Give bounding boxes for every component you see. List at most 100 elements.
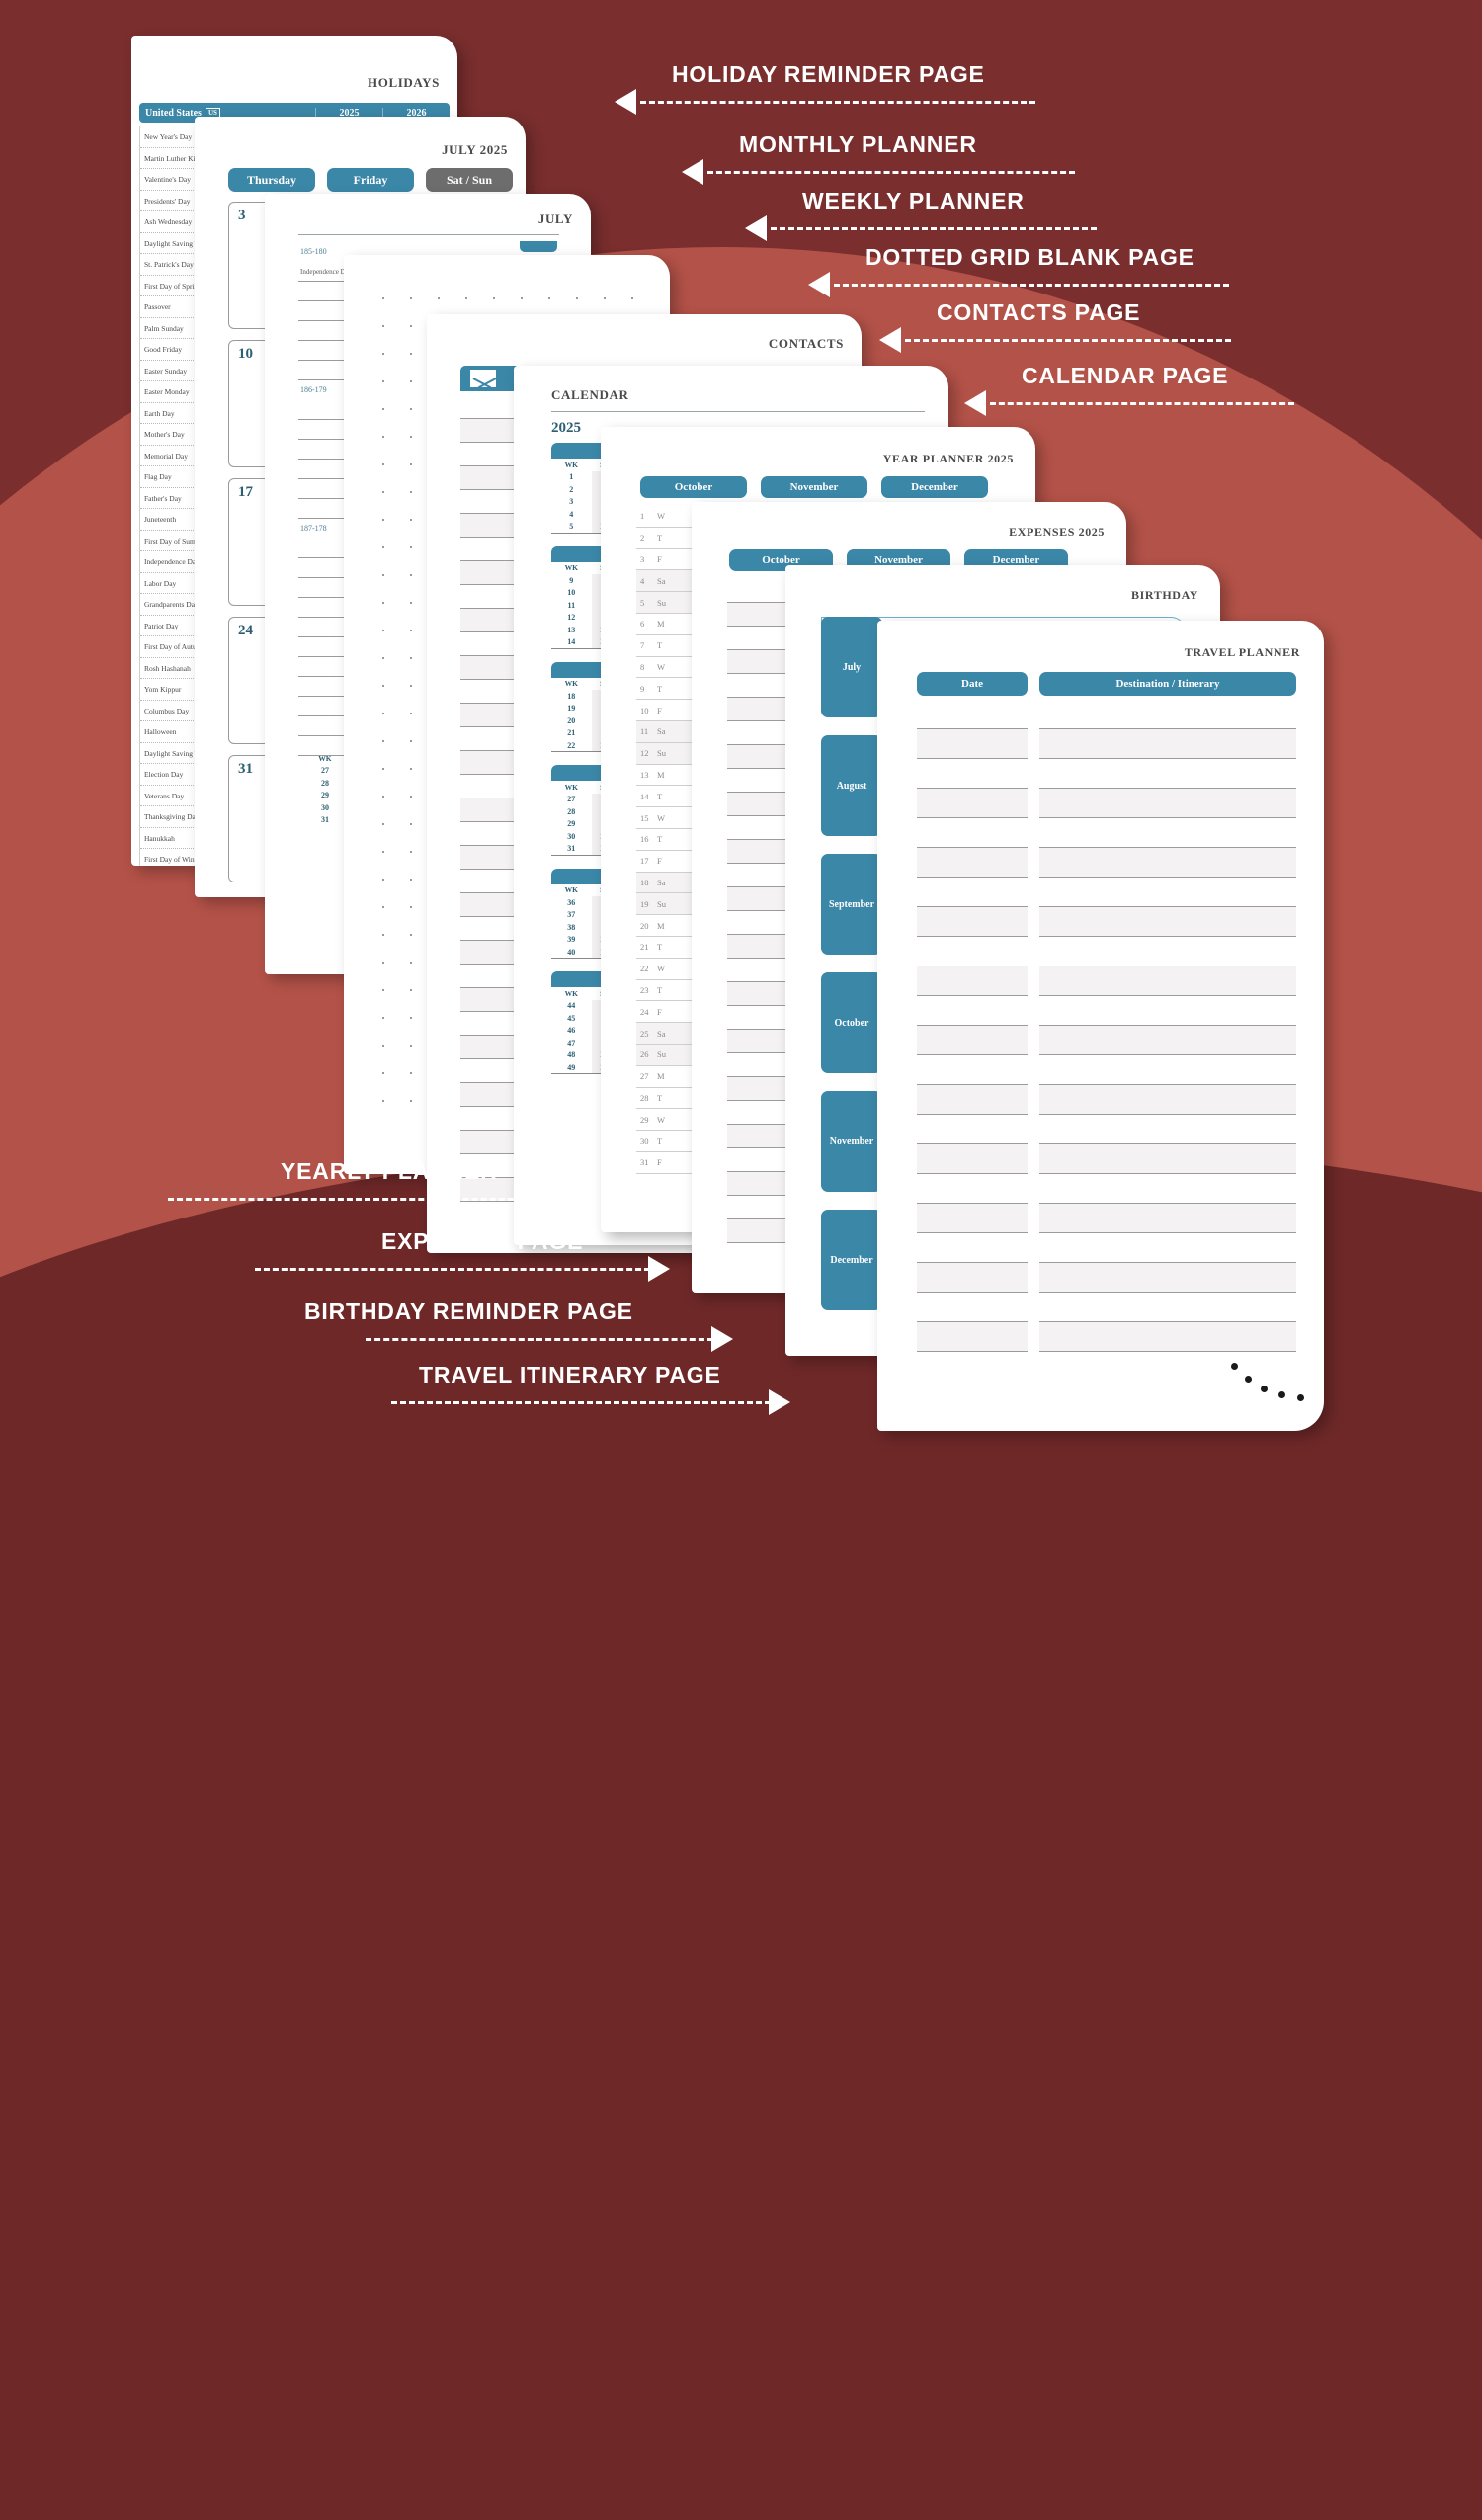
- travel-date-cell[interactable]: [917, 1322, 1028, 1352]
- travel-destination-cell[interactable]: [1039, 848, 1296, 878]
- year-planner-day-row[interactable]: 17 F: [636, 851, 707, 873]
- expenses-line[interactable]: [727, 627, 794, 650]
- expenses-line[interactable]: [727, 1101, 794, 1125]
- travel-date-cell[interactable]: [917, 1263, 1028, 1293]
- travel-date-cell[interactable]: [917, 700, 1028, 729]
- expenses-line[interactable]: [727, 840, 794, 864]
- year-planner-day-row[interactable]: 24 F: [636, 1001, 707, 1024]
- year-planner-day-row[interactable]: 19 Su: [636, 893, 707, 916]
- travel-date-cell[interactable]: [917, 729, 1028, 759]
- travel-destination-cell[interactable]: [1039, 1085, 1296, 1115]
- year-planner-day-row[interactable]: 15 W: [636, 807, 707, 829]
- travel-destination-cell[interactable]: [1039, 1293, 1296, 1322]
- year-planner-day-row[interactable]: 5 Su: [636, 592, 707, 614]
- expenses-line[interactable]: [727, 1196, 794, 1219]
- travel-destination-cell[interactable]: [1039, 1322, 1296, 1352]
- expenses-line[interactable]: [727, 1030, 794, 1053]
- travel-destination-cell[interactable]: [1039, 1263, 1296, 1293]
- year-planner-day-row[interactable]: 10 F: [636, 700, 707, 721]
- travel-destination-cell[interactable]: [1039, 878, 1296, 907]
- expenses-line[interactable]: [727, 650, 794, 674]
- travel-date-cell[interactable]: [917, 1204, 1028, 1233]
- travel-date-cell[interactable]: [917, 996, 1028, 1026]
- expenses-line[interactable]: [727, 1077, 794, 1101]
- travel-date-cell[interactable]: [917, 818, 1028, 848]
- travel-date-cell[interactable]: [917, 966, 1028, 996]
- expenses-line[interactable]: [727, 1125, 794, 1148]
- year-planner-month-tab[interactable]: October: [640, 476, 747, 498]
- year-planner-day-row[interactable]: 11 Sa: [636, 720, 707, 743]
- expenses-line[interactable]: [727, 982, 794, 1006]
- year-planner-day-row[interactable]: 4 Sa: [636, 570, 707, 593]
- year-planner-month-tab[interactable]: November: [761, 476, 867, 498]
- expenses-line[interactable]: [727, 674, 794, 698]
- travel-destination-cell[interactable]: [1039, 996, 1296, 1026]
- travel-destination-cell[interactable]: [1039, 729, 1296, 759]
- expenses-line[interactable]: [727, 959, 794, 982]
- travel-destination-cell[interactable]: [1039, 1026, 1296, 1055]
- expenses-line[interactable]: [727, 769, 794, 793]
- expenses-line[interactable]: [727, 1172, 794, 1196]
- expenses-line[interactable]: [727, 721, 794, 745]
- expenses-line[interactable]: [727, 1006, 794, 1030]
- year-planner-day-row[interactable]: 14 T: [636, 786, 707, 808]
- travel-date-cell[interactable]: [917, 1174, 1028, 1204]
- travel-destination-cell[interactable]: [1039, 1055, 1296, 1085]
- travel-date-cell[interactable]: [917, 1115, 1028, 1144]
- year-planner-day-row[interactable]: 23 T: [636, 980, 707, 1002]
- birthday-month-tab[interactable]: November: [821, 1091, 882, 1192]
- year-planner-day-row[interactable]: 13 M: [636, 765, 707, 787]
- expenses-line[interactable]: [727, 793, 794, 816]
- expenses-line[interactable]: [727, 745, 794, 769]
- page-travel-planner[interactable]: TRAVEL PLANNER Date Destination / Itiner…: [877, 621, 1324, 1431]
- expenses-line[interactable]: [727, 1219, 794, 1243]
- expenses-line[interactable]: [727, 603, 794, 627]
- travel-destination-cell[interactable]: [1039, 759, 1296, 789]
- expenses-line[interactable]: [727, 1053, 794, 1077]
- travel-destination-cell[interactable]: [1039, 966, 1296, 996]
- birthday-month-tab[interactable]: July: [821, 617, 882, 717]
- expenses-line[interactable]: [727, 816, 794, 840]
- year-planner-day-row[interactable]: 18 Sa: [636, 872, 707, 894]
- travel-destination-cell[interactable]: [1039, 1233, 1296, 1263]
- travel-date-cell[interactable]: [917, 1026, 1028, 1055]
- travel-date-cell[interactable]: [917, 1055, 1028, 1085]
- year-planner-day-row[interactable]: 20 M: [636, 915, 707, 937]
- travel-destination-cell[interactable]: [1039, 907, 1296, 937]
- year-planner-day-row[interactable]: 27 M: [636, 1066, 707, 1088]
- year-planner-day-row[interactable]: 30 T: [636, 1131, 707, 1152]
- travel-date-cell[interactable]: [917, 848, 1028, 878]
- travel-date-cell[interactable]: [917, 937, 1028, 966]
- travel-destination-cell[interactable]: [1039, 937, 1296, 966]
- expenses-line[interactable]: [727, 864, 794, 887]
- expenses-line[interactable]: [727, 887, 794, 911]
- expenses-line[interactable]: [727, 911, 794, 935]
- travel-destination-cell[interactable]: [1039, 789, 1296, 818]
- travel-destination-cell[interactable]: [1039, 700, 1296, 729]
- birthday-month-tab[interactable]: December: [821, 1210, 882, 1310]
- year-planner-day-row[interactable]: 16 T: [636, 829, 707, 851]
- birthday-month-tab[interactable]: October: [821, 972, 882, 1073]
- travel-date-cell[interactable]: [917, 1233, 1028, 1263]
- year-planner-day-row[interactable]: 22 W: [636, 959, 707, 980]
- expenses-line[interactable]: [727, 698, 794, 721]
- birthday-month-tab[interactable]: August: [821, 735, 882, 836]
- travel-destination-cell[interactable]: [1039, 818, 1296, 848]
- expenses-line[interactable]: [727, 1148, 794, 1172]
- travel-date-cell[interactable]: [917, 1293, 1028, 1322]
- birthday-month-tab[interactable]: September: [821, 854, 882, 955]
- travel-date-cell[interactable]: [917, 759, 1028, 789]
- year-planner-day-row[interactable]: 26 Su: [636, 1044, 707, 1066]
- expenses-line[interactable]: [727, 935, 794, 959]
- travel-destination-cell[interactable]: [1039, 1144, 1296, 1174]
- year-planner-day-row[interactable]: 25 Sa: [636, 1023, 707, 1045]
- expenses-line[interactable]: [727, 579, 794, 603]
- year-planner-month-tab[interactable]: December: [881, 476, 988, 498]
- travel-destination-cell[interactable]: [1039, 1115, 1296, 1144]
